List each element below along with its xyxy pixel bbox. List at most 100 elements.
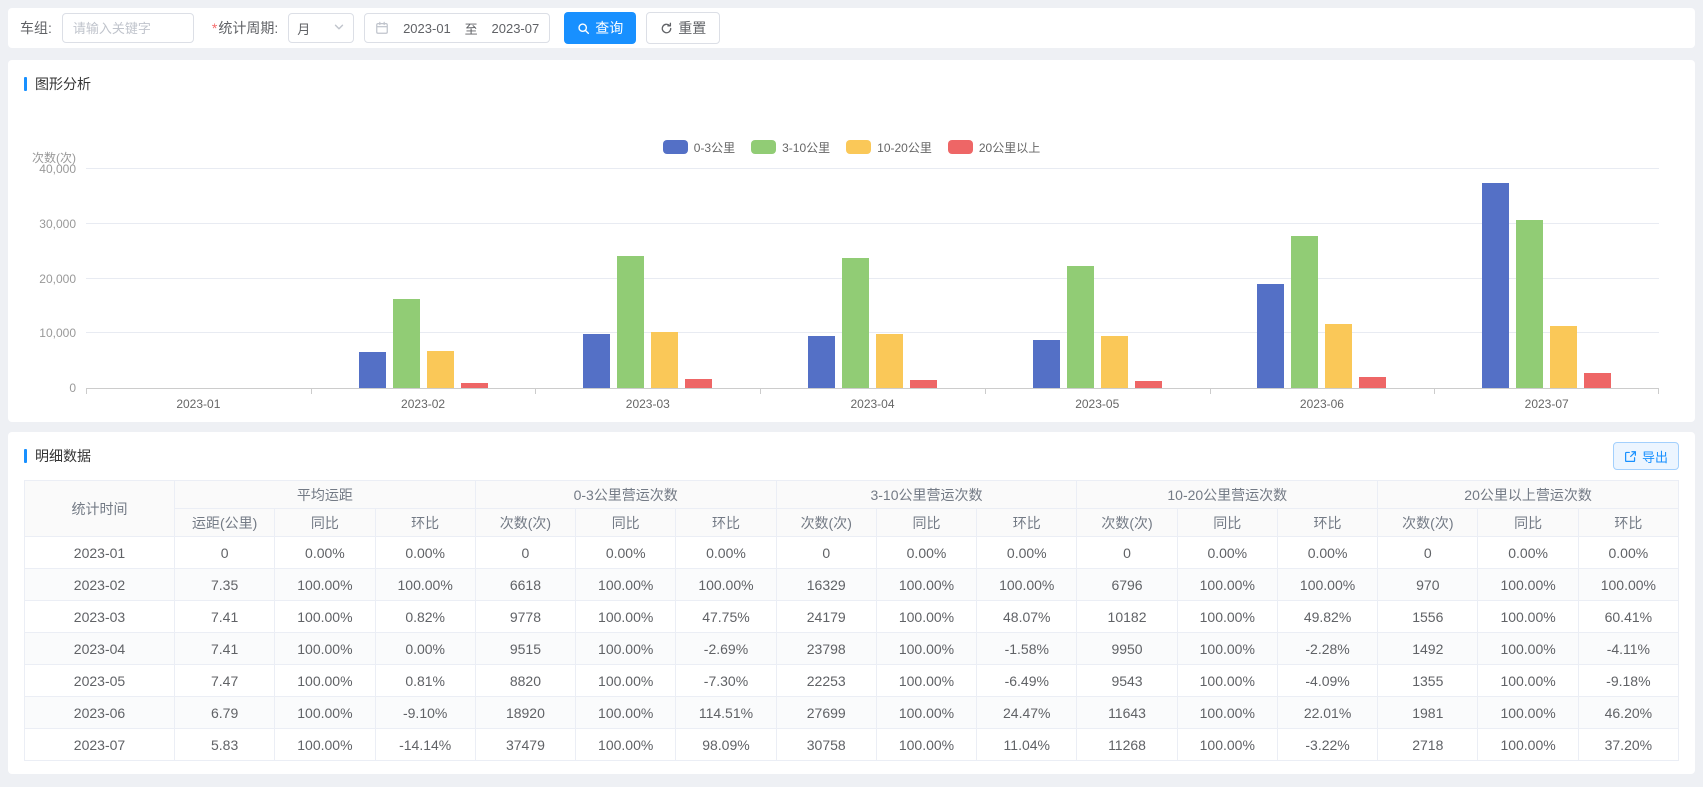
reset-button[interactable]: 重置 <box>646 12 721 44</box>
x-axis-label: 2023-07 <box>1524 397 1569 411</box>
table-cell: 49.82% <box>1276 600 1379 633</box>
table-cell: 2023-06 <box>24 696 175 729</box>
legend-label: 20公里以上 <box>978 140 1041 155</box>
table-cell: 46.20% <box>1577 696 1680 729</box>
table-cell: -9.18% <box>1577 664 1680 697</box>
table-header-row-groups: 统计时间 平均运距 0-3公里营运次数 3-10公里营运次数 10-20公里营运次数 20… <box>24 480 1679 537</box>
table-cell: 114.51% <box>675 696 777 729</box>
date-end-value[interactable]: 2023-07 <box>491 20 540 36</box>
table-cell: 22.01% <box>1276 696 1379 729</box>
table-cell: 100.00% <box>1477 664 1579 697</box>
table-header-sub: 同比 <box>1477 508 1579 537</box>
y-axis-tick-label: 40,000 <box>39 162 76 176</box>
x-axis-tick <box>86 389 87 394</box>
table-cell: 0.00% <box>1477 536 1579 569</box>
table-cell: 48.07% <box>976 600 1078 633</box>
table-cell: 100.00% <box>875 728 978 761</box>
table-cell: 100.00% <box>976 568 1078 601</box>
table-cell: 100.00% <box>575 568 677 601</box>
date-range-picker[interactable]: 2023-01 至 2023-07 <box>364 13 551 43</box>
table-header-sub: 环比 <box>976 508 1078 537</box>
table-cell: 6796 <box>1076 568 1178 601</box>
query-button-label: 查询 <box>595 20 624 36</box>
table-header-sub: 环比 <box>374 508 476 537</box>
table-cell: 37479 <box>474 728 577 761</box>
bar-20公里以上 <box>685 379 713 388</box>
table-cell: 11.04% <box>976 728 1078 761</box>
table-cell: 100.00% <box>575 664 677 697</box>
x-axis-tick <box>760 389 762 394</box>
bar-10-20公里 <box>651 332 679 388</box>
table-cell: 2023-03 <box>24 600 175 633</box>
x-axis-tick <box>1434 389 1436 394</box>
table-cell: 9778 <box>474 600 577 633</box>
export-button[interactable]: 导出 <box>1612 442 1679 470</box>
legend-label: 0-3公里 <box>693 140 736 155</box>
vehicle-group-input[interactable] <box>61 13 194 43</box>
legend-item[interactable]: 0-3公里 <box>662 139 736 156</box>
table-cell: 100.00% <box>374 568 476 601</box>
table-header-sub: 同比 <box>1176 508 1278 537</box>
table-cell: -7.30% <box>675 664 777 697</box>
y-axis-tick-label: 0 <box>69 381 76 395</box>
table-cell: 0 <box>1076 536 1178 569</box>
x-axis-tick <box>310 389 312 394</box>
table-cell: 100.00% <box>875 600 978 633</box>
table-cell: 6.79 <box>173 696 276 729</box>
bar-group <box>985 169 1210 388</box>
table-cell: 100.00% <box>675 568 777 601</box>
table-row: 2023-01 0 0.00% 0.00% 0 0.00% 0.00% 0 0.00% 0.00%… <box>24 536 1680 569</box>
table-cell: 100.00% <box>274 568 376 601</box>
detail-data-section: 明细数据 导出 统计时间 平均运距 0-3公里营运次数 3-10公里营运次数 10-20… <box>8 432 1695 774</box>
bar-3-10公里 <box>392 298 420 388</box>
chart-plot-area: 0 10,000 20,000 30,000 40,000 <box>39 162 1659 395</box>
table-cell: -9.10% <box>374 696 476 729</box>
x-axis-label: 2023-06 <box>1299 397 1344 411</box>
table-cell: 2023-04 <box>24 632 175 665</box>
legend-swatch <box>662 140 688 154</box>
legend-item[interactable]: 20公里以上 <box>947 139 1041 156</box>
table-cell: 0.00% <box>675 536 777 569</box>
table-row: 2023-07 5.83 100.00% -14.14% 37479 100.00% 98.… <box>24 728 1680 761</box>
period-select[interactable]: 月 <box>288 13 355 43</box>
table-row: 2023-03 7.41 100.00% 0.82% 9778 100.00% 47.75%… <box>24 600 1680 633</box>
bar-group <box>535 169 760 388</box>
section-accent-bar <box>24 449 27 463</box>
table-cell: -4.11% <box>1577 632 1680 665</box>
bar-group <box>311 169 536 388</box>
table-cell: 100.00% <box>575 600 677 633</box>
table-header-sub: 次数(次) <box>775 508 877 537</box>
table-cell: 1556 <box>1377 600 1479 633</box>
bar-3-10公里 <box>1291 236 1319 388</box>
bar-3-10公里 <box>842 257 870 388</box>
legend-swatch <box>751 140 777 154</box>
table-cell: 100.00% <box>1577 568 1680 601</box>
bar-3-10公里 <box>617 255 645 388</box>
bar-0-3公里 <box>1032 339 1060 388</box>
x-axis-label: 2023-04 <box>850 397 895 411</box>
date-start-value[interactable]: 2023-01 <box>403 20 451 36</box>
x-axis-label: 2023-01 <box>176 397 221 411</box>
table-cell: 11643 <box>1076 696 1178 729</box>
table-cell: 1355 <box>1377 664 1479 697</box>
bar-20公里以上 <box>910 379 938 388</box>
table-cell: 0.00% <box>976 536 1078 569</box>
table-cell: 100.00% <box>274 696 376 729</box>
table-cell: 100.00% <box>1276 568 1379 601</box>
table-header-group: 0-3公里营运次数 <box>474 480 777 509</box>
period-label: *统计周期: <box>212 18 278 38</box>
table-cell: 0.00% <box>1176 536 1278 569</box>
legend-item[interactable]: 3-10公里 <box>751 139 830 156</box>
table-cell: 0.00% <box>1577 536 1680 569</box>
chart-section-title: 图形分析 <box>24 74 1679 94</box>
table-row: 2023-04 7.41 100.00% 0.00% 9515 100.00% -2.69%… <box>24 632 1680 665</box>
table-header-sub: 运距(公里) <box>173 508 276 537</box>
table-cell: -1.58% <box>976 632 1078 665</box>
table-cell: 0 <box>173 536 276 569</box>
table-cell: 100.00% <box>274 664 376 697</box>
bar-3-10公里 <box>1066 266 1094 388</box>
bar-10-20公里 <box>1100 335 1128 388</box>
table-cell: 9950 <box>1076 632 1178 665</box>
legend-item[interactable]: 10-20公里 <box>846 139 932 156</box>
query-button[interactable]: 查询 <box>564 12 637 44</box>
